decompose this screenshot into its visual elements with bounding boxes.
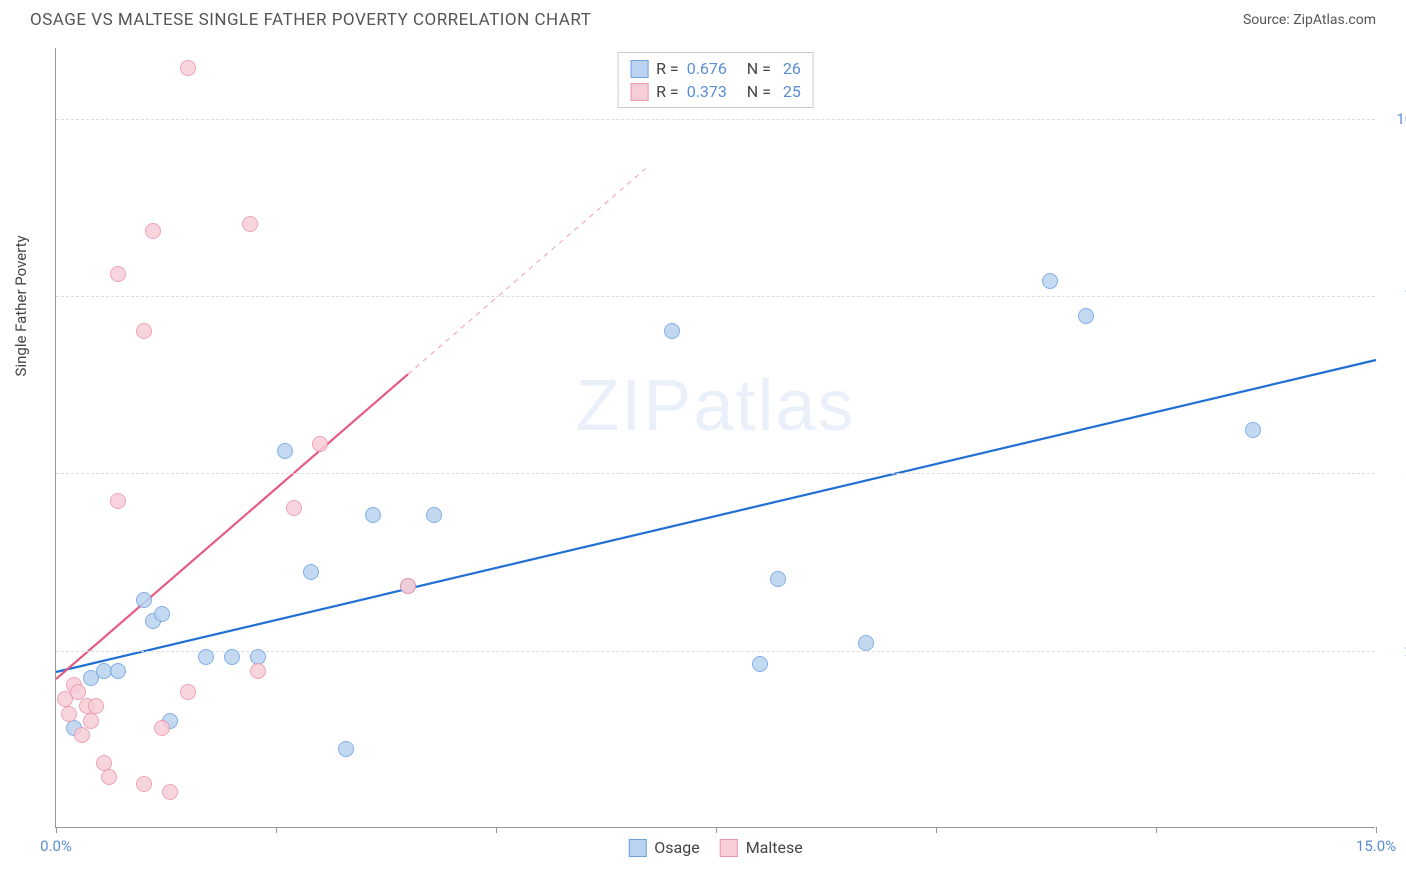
- gridline: [56, 473, 1375, 474]
- scatter-point: [1245, 422, 1261, 438]
- legend-n-label: N =: [735, 59, 775, 78]
- y-tick-label: 75.0%: [1385, 287, 1406, 305]
- legend-top: R = 0.676 N = 26R = 0.373 N = 25: [617, 52, 814, 108]
- trend-lines-svg: [56, 48, 1375, 827]
- y-tick-label: 50.0%: [1385, 464, 1406, 482]
- legend-swatch: [630, 83, 648, 101]
- scatter-point: [286, 500, 302, 516]
- x-minor-tick: [716, 827, 717, 833]
- legend-r-value: 0.676: [687, 59, 727, 78]
- scatter-point: [312, 436, 328, 452]
- scatter-point: [61, 706, 77, 722]
- legend-swatch: [630, 60, 648, 78]
- legend-n-value: 26: [783, 59, 801, 78]
- trend-line-dashed: [408, 169, 646, 375]
- scatter-point: [277, 443, 293, 459]
- trend-line: [56, 374, 408, 679]
- scatter-point: [154, 606, 170, 622]
- legend-top-row: R = 0.676 N = 26: [630, 57, 801, 80]
- legend-r-label: R =: [656, 59, 679, 78]
- legend-bottom-item: Maltese: [720, 838, 803, 857]
- source-label: Source: ZipAtlas.com: [1243, 12, 1376, 28]
- gridline: [56, 119, 1375, 120]
- scatter-point: [224, 649, 240, 665]
- x-tick-label: 15.0%: [1356, 837, 1396, 855]
- trend-line: [56, 360, 1376, 672]
- chart-title: OSAGE VS MALTESE SINGLE FATHER POVERTY C…: [30, 10, 591, 30]
- scatter-point: [664, 323, 680, 339]
- scatter-point: [242, 216, 258, 232]
- scatter-point: [136, 776, 152, 792]
- scatter-point: [426, 507, 442, 523]
- scatter-point: [198, 649, 214, 665]
- scatter-point: [110, 266, 126, 282]
- legend-swatch: [720, 839, 738, 857]
- x-minor-tick: [1156, 827, 1157, 833]
- scatter-point: [180, 684, 196, 700]
- scatter-point: [400, 578, 416, 594]
- scatter-point: [250, 663, 266, 679]
- scatter-point: [858, 635, 874, 651]
- scatter-point: [338, 741, 354, 757]
- y-axis-label: Single Father Poverty: [12, 235, 30, 376]
- legend-bottom: Osage Maltese: [628, 838, 802, 857]
- header: OSAGE VS MALTESE SINGLE FATHER POVERTY C…: [0, 0, 1406, 34]
- x-tick: [56, 827, 57, 833]
- scatter-point: [136, 592, 152, 608]
- scatter-point: [1042, 273, 1058, 289]
- x-minor-tick: [496, 827, 497, 833]
- legend-r-label: R =: [656, 82, 679, 101]
- legend-n-value: 25: [783, 82, 801, 101]
- chart-plot-area: Single Father Poverty ZIPatlas R = 0.676…: [55, 48, 1375, 828]
- legend-n-label: N =: [735, 82, 775, 101]
- x-minor-tick: [936, 827, 937, 833]
- legend-series-label: Maltese: [746, 838, 803, 857]
- scatter-point: [88, 698, 104, 714]
- scatter-point: [180, 60, 196, 76]
- scatter-point: [770, 571, 786, 587]
- legend-top-row: R = 0.373 N = 25: [630, 80, 801, 103]
- x-minor-tick: [276, 827, 277, 833]
- y-tick-label: 100.0%: [1385, 110, 1406, 128]
- scatter-point: [365, 507, 381, 523]
- legend-r-value: 0.373: [687, 82, 727, 101]
- scatter-point: [110, 493, 126, 509]
- scatter-point: [162, 784, 178, 800]
- scatter-point: [83, 713, 99, 729]
- scatter-point: [110, 663, 126, 679]
- scatter-point: [1078, 308, 1094, 324]
- scatter-point: [303, 564, 319, 580]
- scatter-point: [154, 720, 170, 736]
- legend-series-label: Osage: [654, 838, 699, 857]
- scatter-point: [145, 223, 161, 239]
- legend-swatch: [628, 839, 646, 857]
- scatter-point: [136, 323, 152, 339]
- gridline: [56, 296, 1375, 297]
- scatter-point: [752, 656, 768, 672]
- scatter-point: [101, 769, 117, 785]
- y-tick-label: 25.0%: [1385, 642, 1406, 660]
- scatter-point: [74, 727, 90, 743]
- x-tick-label: 0.0%: [40, 837, 72, 855]
- x-tick: [1376, 827, 1377, 833]
- legend-bottom-item: Osage: [628, 838, 699, 857]
